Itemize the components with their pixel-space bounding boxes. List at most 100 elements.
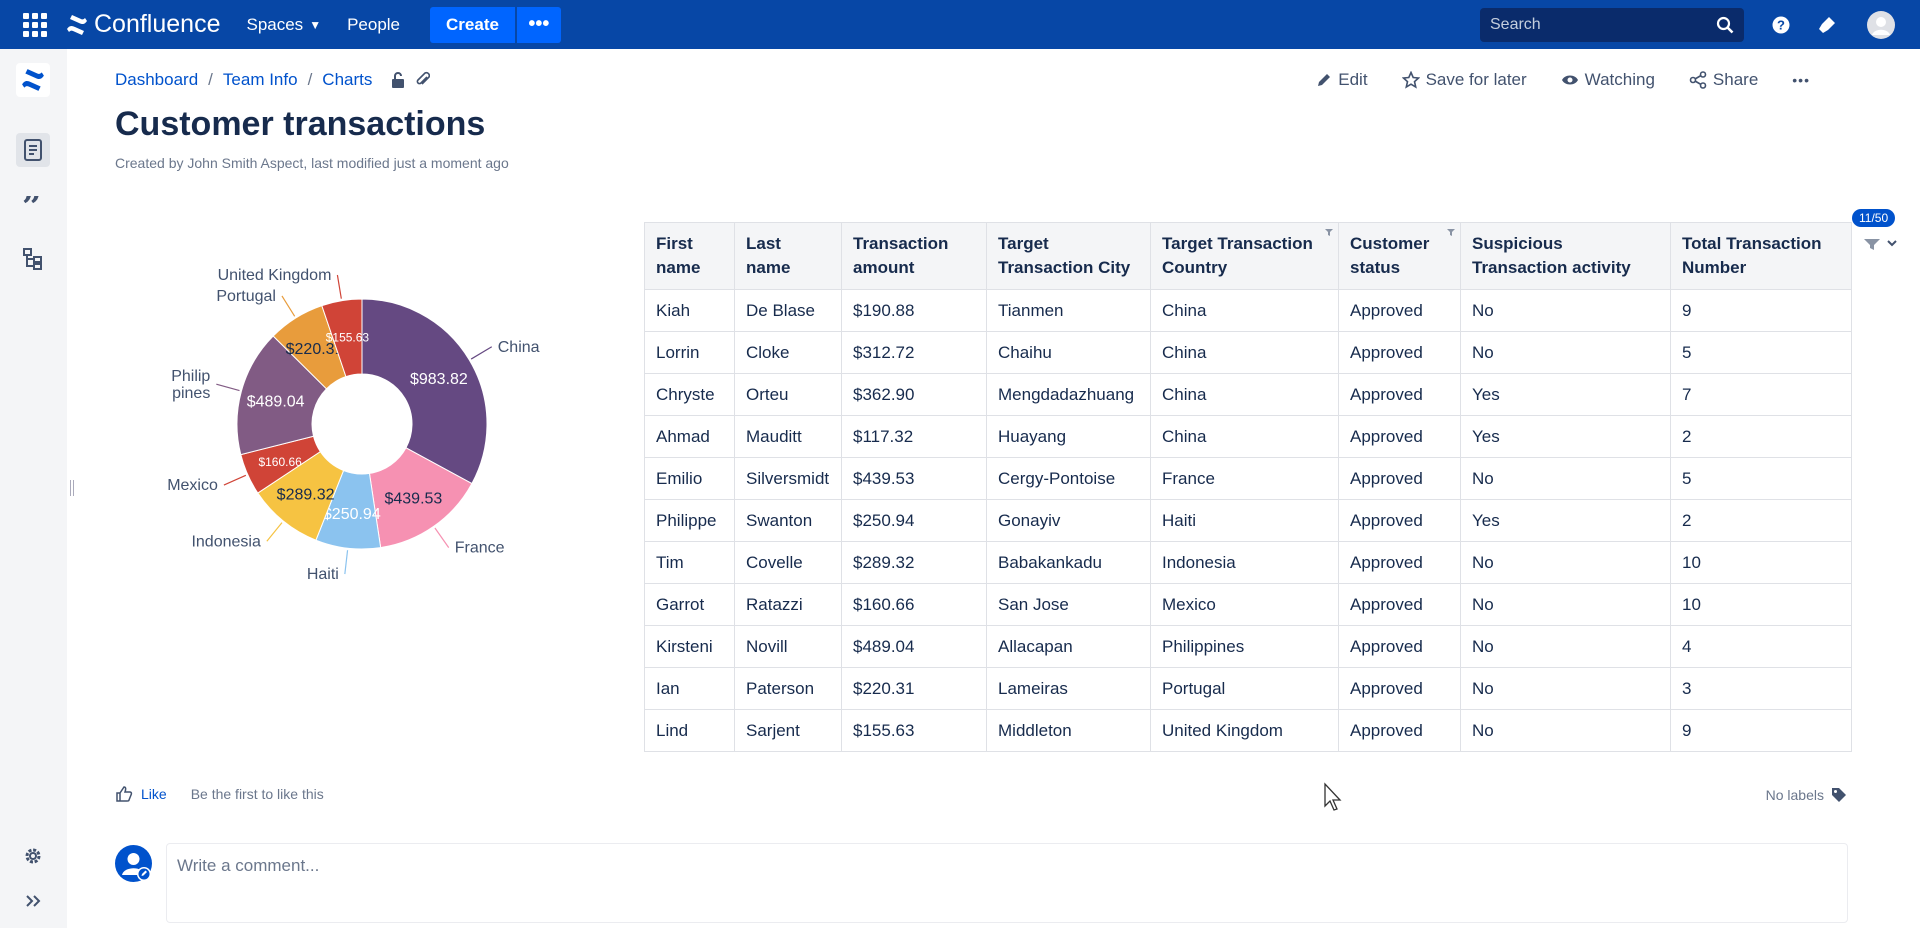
table-cell: Approved xyxy=(1338,289,1461,332)
spaces-menu[interactable]: Spaces ▼ xyxy=(246,15,321,35)
leader-line xyxy=(266,522,283,542)
pages-icon[interactable] xyxy=(16,133,50,167)
settings-gear-icon[interactable] xyxy=(16,839,50,873)
column-header[interactable]: Target Transaction Country xyxy=(1150,222,1339,290)
table-cell: Approved xyxy=(1338,583,1461,626)
share-button[interactable]: Share xyxy=(1689,70,1758,90)
user-avatar-icon[interactable] xyxy=(1866,10,1896,40)
table-cell: 5 xyxy=(1670,331,1852,374)
table-row: Tim Covelle $289.32 Babakankadu Indonesia App… xyxy=(644,541,1852,584)
table-cell: Allacapan xyxy=(986,625,1151,668)
table-cell: $289.32 xyxy=(841,541,987,584)
sidebar-resize-handle[interactable] xyxy=(70,480,74,496)
like-button[interactable]: Like xyxy=(141,786,167,802)
slice-value-label: $983.82 xyxy=(410,371,468,388)
help-icon[interactable]: ? xyxy=(1770,14,1792,36)
table-cell: Portugal xyxy=(1150,667,1339,710)
search-icon[interactable] xyxy=(1716,16,1734,34)
breadcrumb-charts[interactable]: Charts xyxy=(322,70,373,89)
comment-input[interactable]: Write a comment... xyxy=(166,843,1848,923)
pie-slice[interactable] xyxy=(361,298,488,485)
slice-value-label: $250.94 xyxy=(323,506,381,523)
table-cell: $439.53 xyxy=(841,457,987,500)
table-cell: Novill xyxy=(734,625,842,668)
more-actions-button[interactable]: ••• xyxy=(1792,72,1810,88)
labels-section[interactable]: No labels xyxy=(1766,786,1848,804)
app-switcher-icon[interactable] xyxy=(18,8,52,42)
table-cell: Kirsteni xyxy=(644,625,735,668)
breadcrumb-dashboard[interactable]: Dashboard xyxy=(115,70,199,89)
table-cell: Yes xyxy=(1460,499,1671,542)
column-filter-pin-icon[interactable] xyxy=(1324,227,1334,237)
page-tree-icon[interactable] xyxy=(16,242,50,276)
pie-slice[interactable] xyxy=(368,447,473,549)
leader-line xyxy=(336,274,342,299)
table-cell: No xyxy=(1460,541,1671,584)
table-cell: $250.94 xyxy=(841,499,987,542)
table-cell: China xyxy=(1150,289,1339,332)
table-cell: No xyxy=(1460,709,1671,752)
confluence-space-icon[interactable] xyxy=(16,63,50,97)
attachment-icon[interactable] xyxy=(416,71,431,89)
svg-text:”: ” xyxy=(22,196,42,214)
svg-text:?: ? xyxy=(1777,18,1785,33)
expand-sidebar-icon[interactable] xyxy=(16,884,50,918)
blog-quote-icon[interactable]: ” xyxy=(16,188,50,222)
table-cell: Orteu xyxy=(734,373,842,416)
table-cell: Babakankadu xyxy=(986,541,1151,584)
slice-value-label: $439.53 xyxy=(384,490,442,507)
table-cell: Cergy-Pontoise xyxy=(986,457,1151,500)
edit-button[interactable]: Edit xyxy=(1316,70,1368,90)
pie-slice[interactable] xyxy=(321,298,363,378)
column-header[interactable]: Last name xyxy=(734,222,842,290)
table-row: Philippe Swanton $250.94 Gonayiv Haiti Approv… xyxy=(644,499,1852,542)
like-status: Be the first to like this xyxy=(190,786,324,802)
column-header[interactable]: Customer status xyxy=(1338,222,1461,290)
column-header[interactable]: Suspicious Transaction activity xyxy=(1460,222,1671,290)
leader-line xyxy=(434,527,450,548)
column-filter-pin-icon[interactable] xyxy=(1446,227,1456,237)
column-header[interactable]: First name xyxy=(644,222,735,290)
leader-line xyxy=(344,550,349,575)
app-name: Confluence xyxy=(94,10,221,38)
table-cell: $117.32 xyxy=(841,415,987,458)
column-header[interactable]: Transaction amount xyxy=(841,222,987,290)
watching-button[interactable]: Watching xyxy=(1561,70,1655,90)
table-cell: No xyxy=(1460,667,1671,710)
filter-icon[interactable] xyxy=(1862,236,1898,252)
table-cell: Tianmen xyxy=(986,289,1151,332)
leader-line xyxy=(281,295,296,317)
breadcrumb-team-info[interactable]: Team Info xyxy=(222,70,298,89)
thumbs-up-icon[interactable] xyxy=(115,785,133,803)
column-header[interactable]: Total Transaction Number xyxy=(1670,222,1852,290)
column-header[interactable]: Target Transaction City xyxy=(986,222,1151,290)
table-cell: $160.66 xyxy=(841,583,987,626)
search-box[interactable] xyxy=(1480,8,1744,42)
table-row: Lorrin Cloke $312.72 Chaihu China Approved No 5 xyxy=(644,331,1852,374)
search-input[interactable] xyxy=(1490,16,1716,34)
slice-value-label: $155.63 xyxy=(326,331,370,345)
pie-slice[interactable] xyxy=(236,335,328,456)
transactions-table: First name Last name Transaction amount Tar… xyxy=(644,222,1852,752)
page-byline: Created by John Smith Aspect, last modif… xyxy=(115,155,509,171)
unlock-icon[interactable] xyxy=(390,71,406,89)
create-button[interactable]: Create xyxy=(430,6,515,43)
slice-value-label: $160.66 xyxy=(258,455,302,469)
donut-chart: $983.82 China $439.53 France $250.94 Haiti $28… xyxy=(167,267,539,583)
table-cell: Approved xyxy=(1338,415,1461,458)
table-cell: Cloke xyxy=(734,331,842,374)
mouse-pointer-icon xyxy=(1324,782,1342,811)
people-link[interactable]: People xyxy=(347,14,401,34)
table-row: Lind Sarjent $155.63 Middleton United Kingdo… xyxy=(644,709,1852,752)
table-cell: Philippines xyxy=(1150,625,1339,668)
table-cell: $220.31 xyxy=(841,667,987,710)
table-row: Garrot Ratazzi $160.66 San Jose Mexico Approv… xyxy=(644,583,1852,626)
share-label: Share xyxy=(1712,70,1759,89)
create-more-button[interactable]: ••• xyxy=(516,6,561,43)
slice-value-label: $289.32 xyxy=(277,486,335,503)
save-for-later-button[interactable]: Save for later xyxy=(1401,70,1527,90)
confluence-logo[interactable]: Confluence xyxy=(66,10,220,39)
table-cell: De Blase xyxy=(734,289,842,332)
notifications-icon[interactable] xyxy=(1816,14,1838,36)
leader-line xyxy=(223,474,247,486)
